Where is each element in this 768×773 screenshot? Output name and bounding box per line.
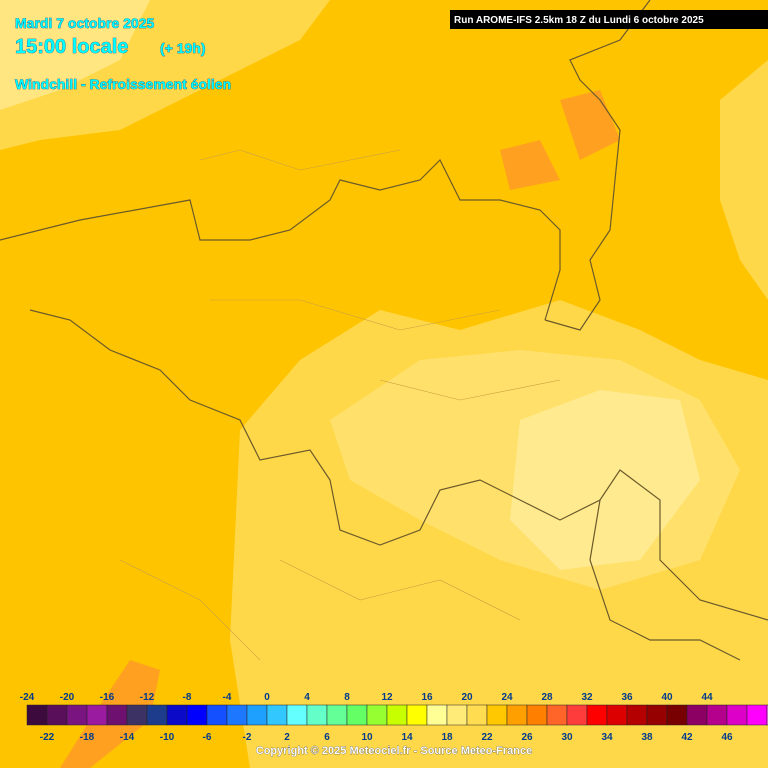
- border-line: [589, 499, 741, 661]
- legend-label: 14: [401, 732, 413, 743]
- legend-swatch: [746, 704, 768, 726]
- legend-swatch: [106, 704, 128, 726]
- legend: -24-22-20-18-16-14-12-10-8-6-4-202468101…: [20, 692, 768, 743]
- legend-label: 20: [461, 692, 473, 703]
- run-box: [450, 10, 768, 29]
- legend-swatch: [286, 704, 308, 726]
- run-label: Run AROME-IFS 2.5km 18 Z du Lundi 6 octo…: [454, 15, 704, 26]
- legend-label: 44: [701, 692, 713, 703]
- legend-label: 30: [561, 732, 573, 743]
- legend-label: -20: [60, 692, 75, 703]
- legend-label: 10: [361, 732, 373, 743]
- legend-label: 18: [441, 732, 453, 743]
- legend-label: -2: [243, 732, 252, 743]
- legend-label: 36: [621, 692, 633, 703]
- legend-label: 38: [641, 732, 653, 743]
- legend-swatch: [266, 704, 288, 726]
- warm-area: [720, 60, 768, 300]
- legend-label: 4: [304, 692, 310, 703]
- legend-label: -14: [120, 732, 135, 743]
- legend-label: -24: [20, 692, 35, 703]
- legend-swatch: [646, 704, 668, 726]
- legend-label: -12: [140, 692, 155, 703]
- legend-swatch: [466, 704, 488, 726]
- legend-label: 34: [601, 732, 613, 743]
- copyright: Copyright © 2025 Meteociel.fr - Source M…: [256, 745, 532, 757]
- warm-patch: [500, 90, 620, 190]
- legend-label: -4: [223, 692, 232, 703]
- legend-label: -18: [80, 732, 95, 743]
- time-label: 15:00 locale: [15, 36, 128, 58]
- legend-swatch: [86, 704, 108, 726]
- legend-label: -10: [160, 732, 175, 743]
- legend-label: -22: [40, 732, 55, 743]
- legend-label: -8: [183, 692, 192, 703]
- legend-swatch: [246, 704, 268, 726]
- legend-swatch: [546, 704, 568, 726]
- legend-label: 22: [481, 732, 493, 743]
- legend-swatch: [326, 704, 348, 726]
- legend-label: 26: [521, 732, 533, 743]
- legend-swatch: [46, 704, 68, 726]
- legend-swatch: [126, 704, 148, 726]
- legend-label: 2: [284, 732, 290, 743]
- legend-label: 24: [501, 692, 513, 703]
- legend-swatch: [626, 704, 648, 726]
- legend-swatch: [346, 704, 368, 726]
- legend-swatch: [406, 704, 428, 726]
- parameter-label: Windchill - Refroissement éolien: [15, 76, 231, 92]
- legend-swatch: [726, 704, 748, 726]
- date-label: Mardi 7 octobre 2025: [15, 15, 154, 31]
- legend-swatch: [606, 704, 628, 726]
- legend-label: 12: [381, 692, 393, 703]
- legend-label: 28: [541, 692, 553, 703]
- border-line: [544, 0, 651, 331]
- legend-label: 40: [661, 692, 673, 703]
- legend-swatch: [206, 704, 228, 726]
- legend-swatch: [446, 704, 468, 726]
- legend-label: 42: [681, 732, 693, 743]
- legend-swatch: [66, 704, 88, 726]
- legend-swatch: [706, 704, 728, 726]
- legend-swatch: [306, 704, 328, 726]
- legend-label: 0: [264, 692, 270, 703]
- border-line: [29, 309, 768, 621]
- legend-swatch: [506, 704, 528, 726]
- legend-swatch: [526, 704, 548, 726]
- legend-label: 6: [324, 732, 330, 743]
- legend-swatch: [146, 704, 168, 726]
- legend-swatch: [186, 704, 208, 726]
- mild-area: [510, 390, 700, 570]
- legend-label: 46: [721, 732, 733, 743]
- legend-swatch: [486, 704, 508, 726]
- legend-swatch: [226, 704, 248, 726]
- sea-area: [0, 0, 150, 110]
- legend-swatch: [366, 704, 388, 726]
- legend-swatch: [426, 704, 448, 726]
- legend-swatch: [566, 704, 588, 726]
- legend-swatch: [26, 704, 48, 726]
- legend-label: 16: [421, 692, 433, 703]
- legend-swatch: [666, 704, 688, 726]
- region-line: [119, 149, 561, 661]
- legend-swatch: [586, 704, 608, 726]
- legend-label: 8: [344, 692, 350, 703]
- legend-label: -16: [100, 692, 115, 703]
- legend-swatch: [686, 704, 708, 726]
- lead-label: (+ 19h): [160, 40, 206, 56]
- legend-label: -6: [203, 732, 212, 743]
- border-line: [0, 158, 561, 321]
- legend-swatch: [166, 704, 188, 726]
- legend-swatch: [386, 704, 408, 726]
- legend-label: 32: [581, 692, 593, 703]
